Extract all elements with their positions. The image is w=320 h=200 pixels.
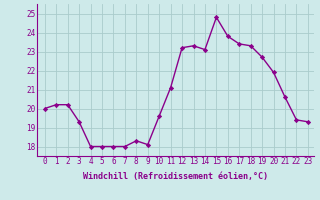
X-axis label: Windchill (Refroidissement éolien,°C): Windchill (Refroidissement éolien,°C): [83, 172, 268, 181]
